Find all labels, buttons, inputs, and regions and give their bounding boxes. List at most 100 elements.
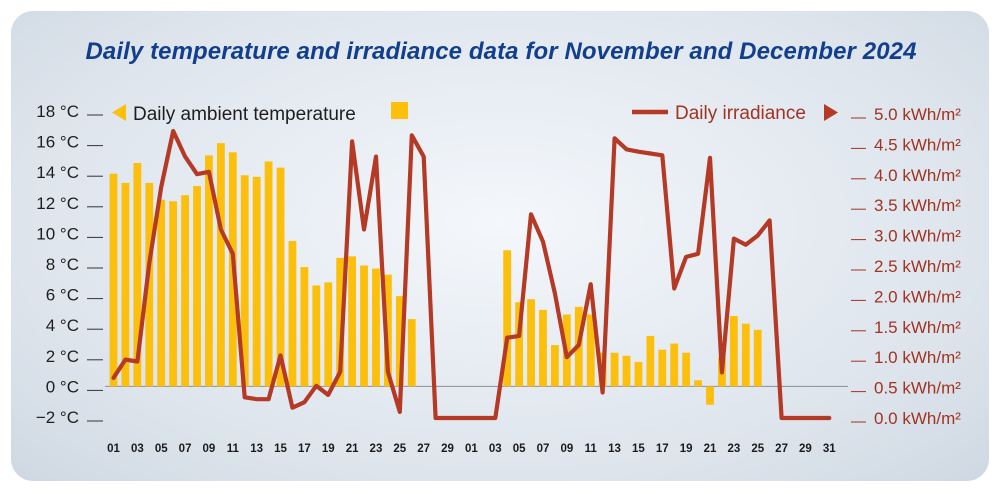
right-axis-tick-label: 3.5 kWh/m²: [874, 196, 961, 215]
temperature-bar: [133, 163, 142, 387]
temperature-bar: [634, 361, 643, 387]
x-axis-tick-label: 11: [585, 443, 598, 455]
temperature-bar: [288, 241, 297, 387]
temperature-bar: [300, 267, 309, 387]
left-arrow-icon: [112, 104, 126, 121]
temperature-bar: [515, 302, 524, 387]
x-axis-tick-label: 01: [465, 443, 478, 455]
left-axis-tick-label: 18 °C: [36, 102, 79, 121]
temperature-bar: [503, 250, 512, 387]
left-axis-tick-label: −2 °C: [36, 408, 79, 427]
temperature-bar: [694, 380, 702, 387]
temperature-bar: [252, 176, 261, 387]
temperature-bar: [181, 195, 189, 387]
left-axis-tick-label: 16 °C: [36, 133, 79, 152]
x-axis-tick-label: 29: [799, 443, 812, 455]
x-axis-tick-label: 09: [203, 443, 216, 455]
x-axis-tick-label: 11: [227, 443, 240, 455]
left-axis-tick-label: 12 °C: [36, 194, 79, 213]
temperature-bar: [383, 274, 392, 387]
x-axis-tick-label: 09: [560, 443, 573, 455]
temperature-bar: [395, 296, 404, 387]
temperature-bar: [145, 182, 154, 387]
left-axis-tick-label: 6 °C: [46, 286, 79, 305]
left-axis-tick-label: 4 °C: [46, 316, 79, 335]
x-axis-tick-label: 03: [131, 443, 144, 455]
temperature-bar: [753, 329, 762, 387]
temperature-bar: [109, 173, 118, 387]
left-axis-tick-label: 14 °C: [36, 163, 79, 182]
x-axis-tick-label: 15: [632, 443, 645, 455]
x-axis-tick-label: 19: [680, 443, 693, 455]
x-axis-tick-label: 29: [441, 443, 454, 455]
temperature-bar: [336, 257, 345, 387]
temperature-bar: [324, 282, 333, 387]
temperature-bar: [407, 319, 416, 387]
x-axis-tick-label: 01: [107, 443, 120, 455]
temperature-bar: [312, 285, 321, 387]
temperature-bar: [527, 299, 535, 387]
right-axis-tick-label: 4.0 kWh/m²: [874, 166, 961, 185]
right-axis-tick-label: 0.0 kWh/m²: [874, 409, 961, 428]
x-axis-tick-label: 05: [155, 443, 168, 455]
x-axis-tick-label: 17: [656, 443, 669, 455]
x-axis-tick-label: 07: [179, 443, 192, 455]
temperature-bar: [622, 355, 631, 387]
right-axis-tick-label: 1.5 kWh/m²: [874, 318, 961, 337]
temperature-bar: [372, 268, 380, 387]
x-axis-tick-label: 19: [322, 443, 335, 455]
left-axis-tick-label: 8 °C: [46, 255, 79, 274]
right-axis-tick-label: 5.0 kWh/m²: [874, 105, 961, 124]
temperature-bar: [610, 352, 619, 387]
temperature-bar: [157, 199, 166, 387]
x-axis-tick-label: 23: [727, 443, 740, 455]
legend-temperature: Daily ambient temperature: [112, 102, 408, 125]
temperature-bar: [741, 323, 750, 387]
right-axis-tick-label: 2.0 kWh/m²: [874, 287, 961, 306]
temperature-bar: [658, 349, 667, 387]
x-axis-tick-label: 21: [704, 443, 717, 455]
temperature-bar: [348, 256, 356, 387]
x-axis-tick-label: 21: [346, 443, 359, 455]
x-axis-tick-label: 23: [370, 443, 383, 455]
temperature-bar: [360, 265, 368, 387]
right-arrow-icon: [824, 104, 838, 121]
x-axis-tick-label: 13: [250, 443, 263, 455]
right-axis-ticks: 5.0 kWh/m² 4.5 kWh/m² 4.0 kWh/m² 3.5 kWh/m²…: [851, 105, 961, 428]
temperature-bar: [586, 314, 595, 387]
temperature-bar: [240, 175, 249, 387]
temperature-bar: [169, 201, 178, 387]
x-axis-tick-label: 25: [393, 443, 406, 455]
x-axis-tick-label: 03: [489, 443, 502, 455]
temperature-bar: [276, 167, 285, 387]
left-axis-ticks: 18 °C 16 °C 14 °C 12 °C 10 °C 8 °C 6 °C 4 °C 2 °…: [36, 102, 103, 427]
legend-irradiance: Daily irradiance: [632, 103, 838, 124]
left-axis-tick-label: 10 °C: [36, 224, 79, 243]
temperature-bar: [646, 335, 655, 387]
legend-temperature-swatch: [391, 102, 408, 119]
x-axis-tick-label: 05: [513, 443, 526, 455]
right-axis-tick-label: 3.0 kWh/m²: [874, 227, 961, 246]
x-axis-tick-label: 07: [537, 443, 550, 455]
temperature-bar: [670, 343, 679, 387]
right-axis-tick-label: 1.0 kWh/m²: [874, 348, 961, 367]
x-axis-tick-label: 27: [775, 443, 788, 455]
temperature-bar: [706, 386, 714, 405]
left-axis-tick-label: 0 °C: [46, 377, 79, 396]
temperature-bar: [205, 155, 213, 387]
temperature-bar: [539, 309, 547, 387]
temperature-bar: [551, 345, 559, 387]
temperature-bar: [729, 316, 738, 387]
temperature-bar: [121, 182, 130, 387]
x-axis-ticks: 01 03 05 07 09 11 13 15 17 19 21 23 25 27 29 01 03 05 07 09…: [107, 443, 836, 455]
legend-irradiance-label: Daily irradiance: [675, 103, 806, 124]
right-axis-tick-label: 0.5 kWh/m²: [874, 379, 961, 398]
x-axis-tick-label: 31: [823, 443, 836, 455]
x-axis-tick-label: 27: [417, 443, 430, 455]
legend-temperature-label: Daily ambient temperature: [133, 104, 356, 125]
x-axis-tick-label: 13: [608, 443, 621, 455]
temperature-bar: [193, 185, 201, 387]
x-axis-tick-label: 25: [751, 443, 764, 455]
irradiance-series-line: [111, 128, 832, 421]
